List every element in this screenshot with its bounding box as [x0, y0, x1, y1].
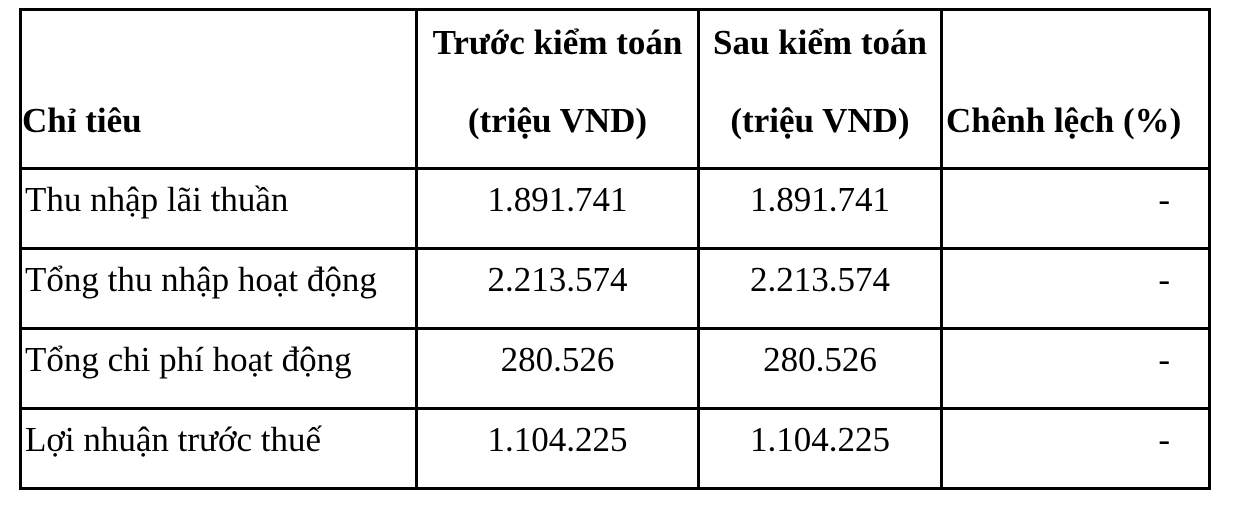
cell-text: 280.526 [763, 340, 877, 379]
cell-text: - [1158, 420, 1170, 459]
cell-before: 1.104.225 [415, 407, 700, 490]
cell-text: - [1158, 260, 1170, 299]
cell-after: 280.526 [697, 327, 943, 410]
audit-comparison-table: Chỉ tiêu Trước kiểm toán (triệu VND) Sau … [19, 8, 1211, 490]
header-difference: Chênh lệch (%) [940, 8, 1211, 170]
header-line2: Chỉ tiêu [22, 101, 142, 140]
cell-label: Tổng chi phí hoạt động [19, 327, 418, 410]
cell-text: 2.213.574 [487, 260, 628, 299]
header-line2: (triệu VND) [730, 101, 910, 140]
header-line1: Sau kiểm toán [713, 23, 927, 62]
cell-before: 1.891.741 [415, 167, 700, 250]
cell-diff: - [940, 327, 1211, 410]
header-indicator: Chỉ tiêu [19, 8, 418, 170]
cell-text: - [1158, 340, 1170, 379]
cell-label: Thu nhập lãi thuần [19, 167, 418, 250]
header-line1 [22, 23, 415, 63]
cell-diff: - [940, 407, 1211, 490]
cell-text: Lợi nhuận trước thuế [25, 420, 322, 459]
cell-diff: - [940, 167, 1211, 250]
header-line1 [943, 23, 1208, 63]
cell-text: Tổng thu nhập hoạt động [25, 260, 377, 299]
cell-text: 2.213.574 [750, 260, 890, 299]
cell-after: 1.891.741 [697, 167, 943, 250]
cell-text: - [1158, 180, 1170, 219]
cell-text: 1.104.225 [750, 420, 890, 459]
header-line1: Trước kiểm toán [432, 23, 683, 62]
cell-text: Thu nhập lãi thuần [25, 180, 289, 219]
cell-diff: - [940, 247, 1211, 330]
cell-after: 1.104.225 [697, 407, 943, 490]
cell-text: 1.891.741 [750, 180, 890, 219]
cell-after: 2.213.574 [697, 247, 943, 330]
table-row: Lợi nhuận trước thuế 1.104.225 1.104.225… [19, 407, 1211, 490]
cell-label: Lợi nhuận trước thuế [19, 407, 418, 490]
header-after-audit: Sau kiểm toán (triệu VND) [697, 8, 943, 170]
header-row: Chỉ tiêu Trước kiểm toán (triệu VND) Sau … [19, 8, 1211, 170]
cell-text: Tổng chi phí hoạt động [25, 340, 352, 379]
cell-text: 1.104.225 [487, 420, 628, 459]
cell-before: 2.213.574 [415, 247, 700, 330]
table-row: Tổng chi phí hoạt động 280.526 280.526 - [19, 327, 1211, 410]
cell-text: 1.891.741 [487, 180, 628, 219]
table-row: Thu nhập lãi thuần 1.891.741 1.891.741 - [19, 167, 1211, 250]
cell-before: 280.526 [415, 327, 700, 410]
header-line2: (triệu VND) [467, 101, 648, 140]
header-before-audit: Trước kiểm toán (triệu VND) [415, 8, 700, 170]
cell-label: Tổng thu nhập hoạt động [19, 247, 418, 330]
table-row: Tổng thu nhập hoạt động 2.213.574 2.213.… [19, 247, 1211, 330]
header-line2: Chênh lệch (%) [946, 101, 1182, 140]
cell-text: 280.526 [500, 340, 615, 379]
